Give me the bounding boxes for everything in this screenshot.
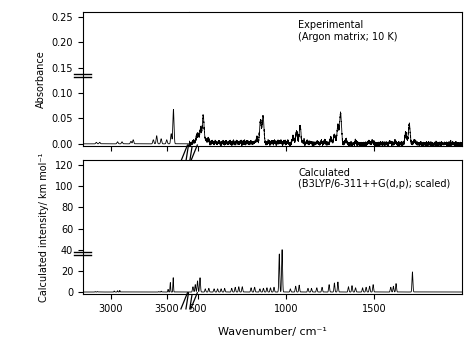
Y-axis label: Calculated intensity/ km mol⁻¹: Calculated intensity/ km mol⁻¹ <box>39 152 49 302</box>
Text: Calculated
(B3LYP/6-311++G(d,p); scaled): Calculated (B3LYP/6-311++G(d,p); scaled) <box>298 168 451 190</box>
Y-axis label: Absorbance: Absorbance <box>36 50 46 108</box>
Text: Wavenumber/ cm⁻¹: Wavenumber/ cm⁻¹ <box>218 327 327 337</box>
Text: Experimental
(Argon matrix; 10 K): Experimental (Argon matrix; 10 K) <box>298 20 398 42</box>
